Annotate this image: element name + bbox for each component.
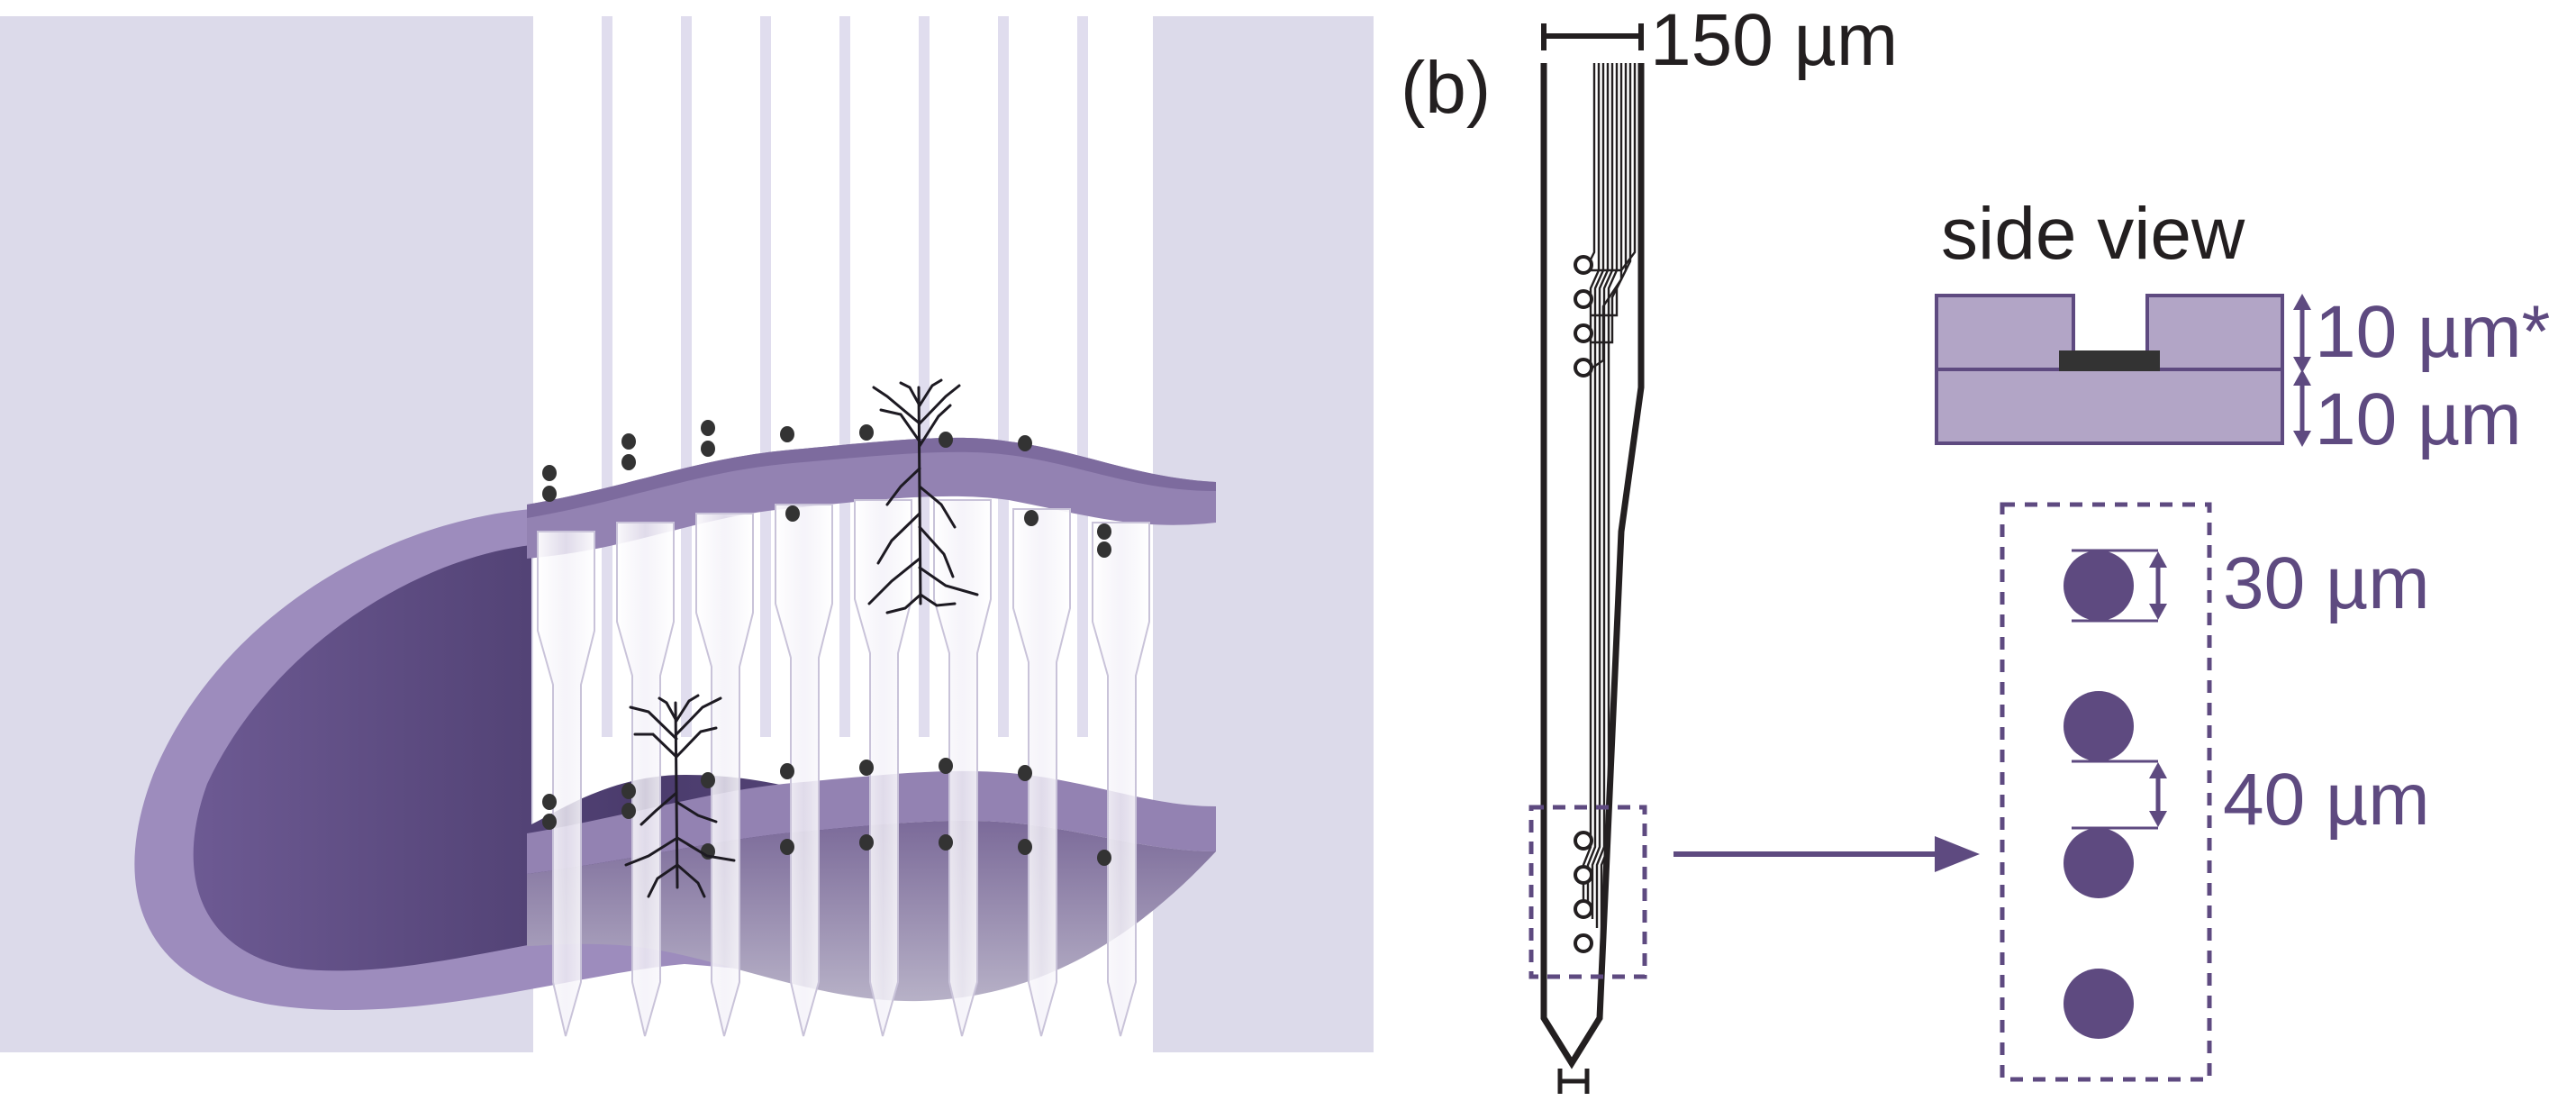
electrode-dot — [542, 465, 557, 481]
zoom-region-box — [1528, 805, 1647, 979]
top-insulation-layer — [1935, 294, 2284, 371]
electrode-site — [2064, 691, 2134, 761]
probe-shank — [933, 499, 992, 1037]
probe-shank — [1012, 508, 1071, 1037]
electrode-dot — [701, 772, 715, 788]
shank-column — [602, 16, 612, 737]
probe-shank — [695, 513, 754, 1037]
diameter-dimension — [2072, 549, 2167, 623]
side-view-cross-section — [1935, 294, 2284, 445]
electrode-dot — [701, 420, 715, 436]
cortex-upper-slab-top — [527, 437, 1216, 518]
spacing-dimension — [2072, 760, 2167, 830]
recording-site — [1574, 255, 1593, 275]
metal-electrode-layer — [2059, 350, 2160, 371]
shank-column — [919, 16, 930, 737]
zoom-arrow — [1673, 836, 1980, 872]
recording-site — [1574, 831, 1593, 851]
shank-column — [760, 16, 771, 737]
electrode-site — [2064, 969, 2134, 1039]
probe-shank — [775, 504, 833, 1037]
electrode-dot — [939, 834, 953, 851]
conductor-trace — [1589, 63, 1623, 370]
recording-site — [1574, 933, 1593, 953]
probe-width-label: 150 µm — [1650, 0, 1898, 81]
neuron-upper — [867, 378, 979, 614]
electrode-dot — [542, 814, 557, 830]
electrode-dot — [939, 432, 953, 448]
electrode-dot — [1097, 541, 1111, 558]
electrode-dot — [939, 758, 953, 774]
electrode-site — [2064, 828, 2134, 898]
probe-tip-scale-bar — [1557, 1069, 1590, 1094]
probe-shank — [616, 522, 675, 1037]
electrode-spacing-label: 40 µm — [2223, 759, 2430, 841]
electrode-detail-sites — [2064, 550, 2134, 1039]
electrode-dot — [780, 763, 794, 779]
conductor-trace — [1595, 63, 1614, 928]
panel-label: (b) — [1401, 47, 1491, 129]
recording-site — [1574, 289, 1593, 309]
probe-outline — [1540, 63, 1645, 1069]
conductor-trace — [1582, 63, 1601, 901]
probe-electrodes-upper — [1574, 255, 1593, 378]
shank-column — [1077, 16, 1088, 737]
conductor-trace — [1590, 63, 1632, 317]
probe-shanks — [537, 499, 1150, 1037]
panel-b: (b) 150 µm — [1401, 0, 2550, 1094]
conductor-trace — [1588, 63, 1596, 262]
electrode-dot — [621, 783, 636, 799]
top-layer-thickness-label: 10 µm* — [2315, 291, 2550, 373]
electrode-dot — [1024, 510, 1039, 526]
electrode-dot — [859, 760, 874, 776]
electrode-dot — [780, 839, 794, 855]
electrode-dot — [1097, 523, 1111, 540]
electrode-dot — [785, 505, 800, 522]
electrode-site — [2064, 550, 2134, 621]
neuron-lower — [624, 694, 736, 898]
electrode-diameter-label: 30 µm — [2223, 542, 2430, 624]
electrode-dot — [701, 441, 715, 457]
probe-shank — [854, 499, 912, 1037]
conductor-trace — [1600, 63, 1619, 937]
electrode-detail-box — [2000, 502, 2212, 1082]
electrode-dot — [542, 794, 557, 810]
bottom-layer-thickness-label: 10 µm — [2315, 378, 2522, 460]
probe-width-scale-bar — [1541, 23, 1644, 50]
recording-site — [1574, 358, 1593, 378]
electrode-dot — [621, 433, 636, 450]
shank-column — [681, 16, 692, 737]
shank-column — [839, 16, 850, 737]
electrode-dots — [542, 420, 1111, 866]
side-view-title: side view — [1941, 193, 2245, 275]
electrode-dot — [621, 454, 636, 470]
probe-shank — [1092, 522, 1150, 1037]
electrode-dot — [542, 486, 557, 502]
probe-electrodes-lower — [1574, 831, 1593, 953]
electrode-dot — [859, 834, 874, 851]
electrode-dot — [1018, 435, 1032, 451]
electrode-dot — [1018, 765, 1032, 781]
electrode-dot — [621, 803, 636, 819]
bottom-insulation-layer — [1935, 368, 2284, 445]
electrode-dot — [1018, 839, 1032, 855]
recording-site — [1574, 899, 1593, 919]
electrode-dot — [780, 426, 794, 442]
conductor-trace — [1590, 63, 1628, 344]
thickness-arrows — [2293, 294, 2311, 447]
probe-shank — [537, 531, 595, 1037]
recording-site — [1574, 865, 1593, 885]
electrode-dot — [1097, 850, 1111, 866]
panel-a-illustration — [0, 16, 1374, 1052]
shank-column — [998, 16, 1009, 737]
electrode-dot — [859, 424, 874, 441]
conductor-trace — [1590, 63, 1637, 272]
recording-site — [1574, 323, 1593, 343]
